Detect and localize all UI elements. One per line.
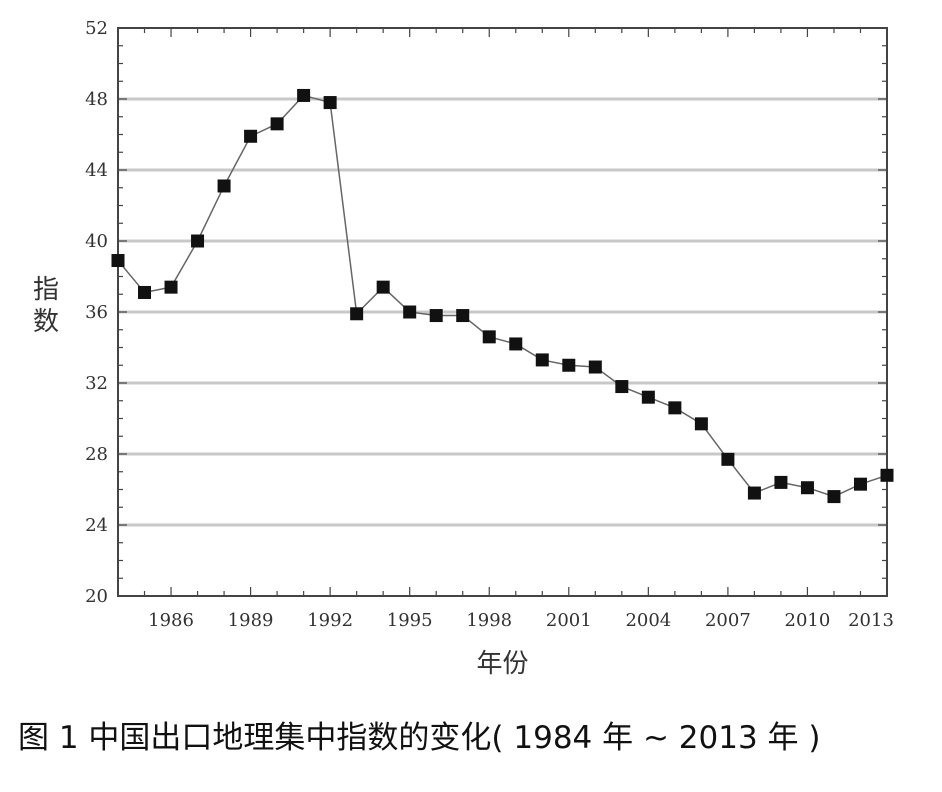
y-tick-label: 36 [85, 302, 108, 323]
data-point [509, 337, 523, 351]
data-point [694, 417, 708, 431]
data-point [588, 360, 602, 374]
y-tick-labels: 20 24 28 32 36 40 44 48 52 [85, 18, 108, 607]
x-tick-label: 2010 [785, 610, 831, 631]
data-point [774, 475, 788, 489]
data-point [270, 117, 284, 131]
data-point [217, 179, 231, 193]
data-point [827, 490, 841, 504]
y-tick-label: 32 [85, 373, 108, 394]
data-point [800, 481, 814, 495]
y-tick-label: 28 [85, 444, 108, 465]
y-axis-title: 指 [33, 275, 59, 305]
data-point [376, 280, 390, 294]
data-point [297, 88, 311, 102]
x-tick-label: 1992 [307, 610, 353, 631]
data-point [721, 452, 735, 466]
data-point [403, 305, 417, 319]
data-point [164, 280, 178, 294]
line-chart: 20 24 28 32 36 40 44 48 52 1986 1989 1992 1995 1998 2… [33, 18, 894, 679]
axis-ticks [117, 27, 888, 597]
data-point [668, 401, 682, 415]
x-tick-label: 2007 [705, 610, 751, 631]
y-tick-label: 24 [85, 515, 108, 536]
x-tick-labels: 1986 1989 1992 1995 1998 2001 2004 2007 2010 2013 [148, 610, 894, 631]
x-axis-title: 年份 [476, 649, 528, 679]
x-tick-label: 2001 [546, 610, 592, 631]
x-tick-label: 1986 [148, 610, 194, 631]
y-tick-label: 44 [85, 160, 108, 181]
data-point [138, 285, 152, 299]
y-tick-label: 52 [85, 18, 108, 39]
data-point [535, 353, 549, 367]
data-point [615, 380, 629, 394]
y-axis-title: 数 [33, 307, 59, 337]
x-tick-label: 1998 [466, 610, 512, 631]
y-tick-label: 20 [85, 586, 108, 607]
data-point [456, 309, 470, 323]
data-point [880, 468, 894, 482]
data-point [350, 307, 364, 321]
x-tick-label: 2004 [625, 610, 671, 631]
series-line [117, 94, 888, 498]
x-tick-label: 1995 [387, 610, 433, 631]
series-markers [111, 88, 894, 504]
figure-caption: 图 1 中国出口地理集中指数的变化( 1984 年 ~ 2013 年 ) [18, 720, 821, 756]
x-tick-label: 1989 [228, 610, 274, 631]
data-point [482, 330, 496, 344]
data-point [562, 358, 576, 372]
y-tick-label: 48 [85, 89, 108, 110]
data-point [111, 254, 125, 268]
data-point [641, 390, 655, 404]
x-tick-label: 2013 [848, 610, 894, 631]
data-point [747, 486, 761, 500]
horizontal-gridlines [118, 97, 887, 527]
data-point [853, 477, 867, 491]
data-point [191, 234, 205, 248]
y-tick-label: 40 [85, 231, 108, 252]
data-point [429, 309, 443, 323]
data-point [323, 96, 337, 110]
data-point [244, 129, 258, 143]
